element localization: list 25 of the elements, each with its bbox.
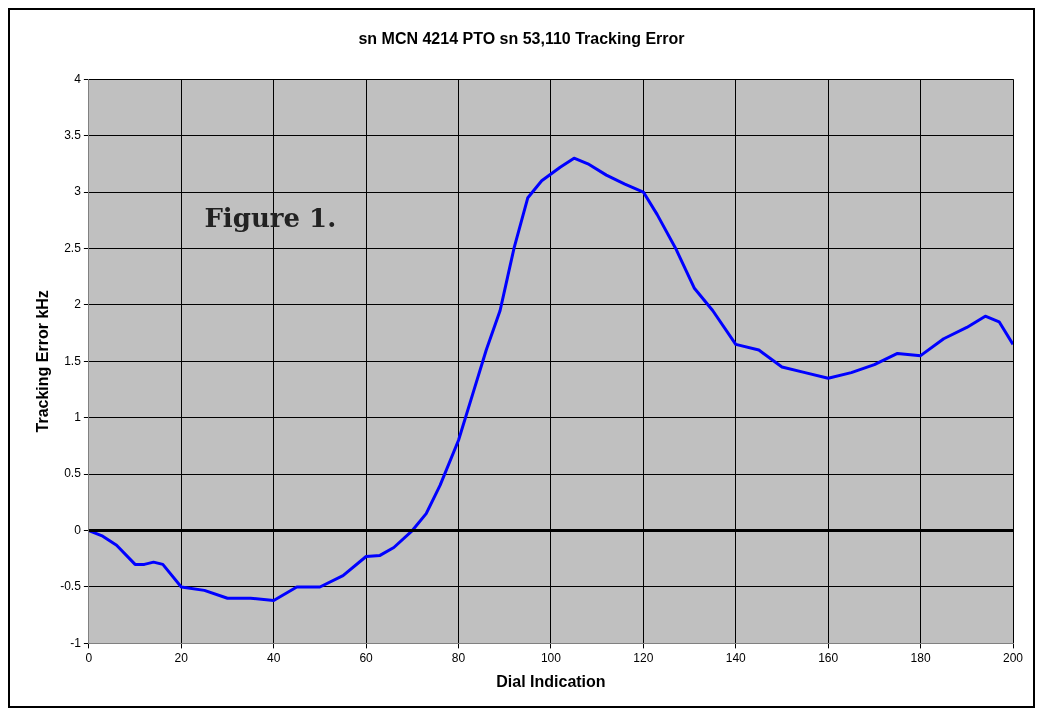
x-tick-label: 180	[910, 650, 931, 665]
y-tick-label: 4	[74, 71, 82, 86]
x-tick-label: 20	[174, 650, 189, 665]
y-tick-label: 2	[74, 297, 82, 312]
y-tick-label: 2.5	[64, 240, 82, 255]
x-tick-label: 100	[540, 650, 562, 665]
y-tick-label: 0.5	[64, 466, 82, 481]
y-tick-label: 0	[74, 522, 82, 537]
y-axis-title: Tracking Error kHz	[34, 290, 52, 433]
y-tick-label: -1	[70, 635, 82, 650]
x-tick-label: 40	[267, 650, 281, 665]
y-tick-label: 3	[74, 184, 82, 199]
x-tick-label: 160	[818, 650, 839, 665]
y-tick-label: -0.5	[60, 579, 82, 594]
chart-title: sn MCN 4214 PTO sn 53,110 Tracking Error	[358, 30, 685, 48]
x-tick-label: 0	[85, 650, 93, 665]
y-tick-label: 1	[74, 410, 82, 425]
x-tick-label: 200	[1002, 650, 1024, 665]
y-tick-label: 1.5	[64, 353, 82, 368]
x-tick-label: 80	[451, 650, 466, 665]
y-tick-label: 3.5	[64, 127, 82, 142]
x-axis-title: Dial Indication	[496, 672, 606, 690]
x-tick-label: 120	[633, 650, 654, 665]
x-tick-label: 60	[359, 650, 374, 665]
x-tick-label: 140	[725, 650, 747, 665]
